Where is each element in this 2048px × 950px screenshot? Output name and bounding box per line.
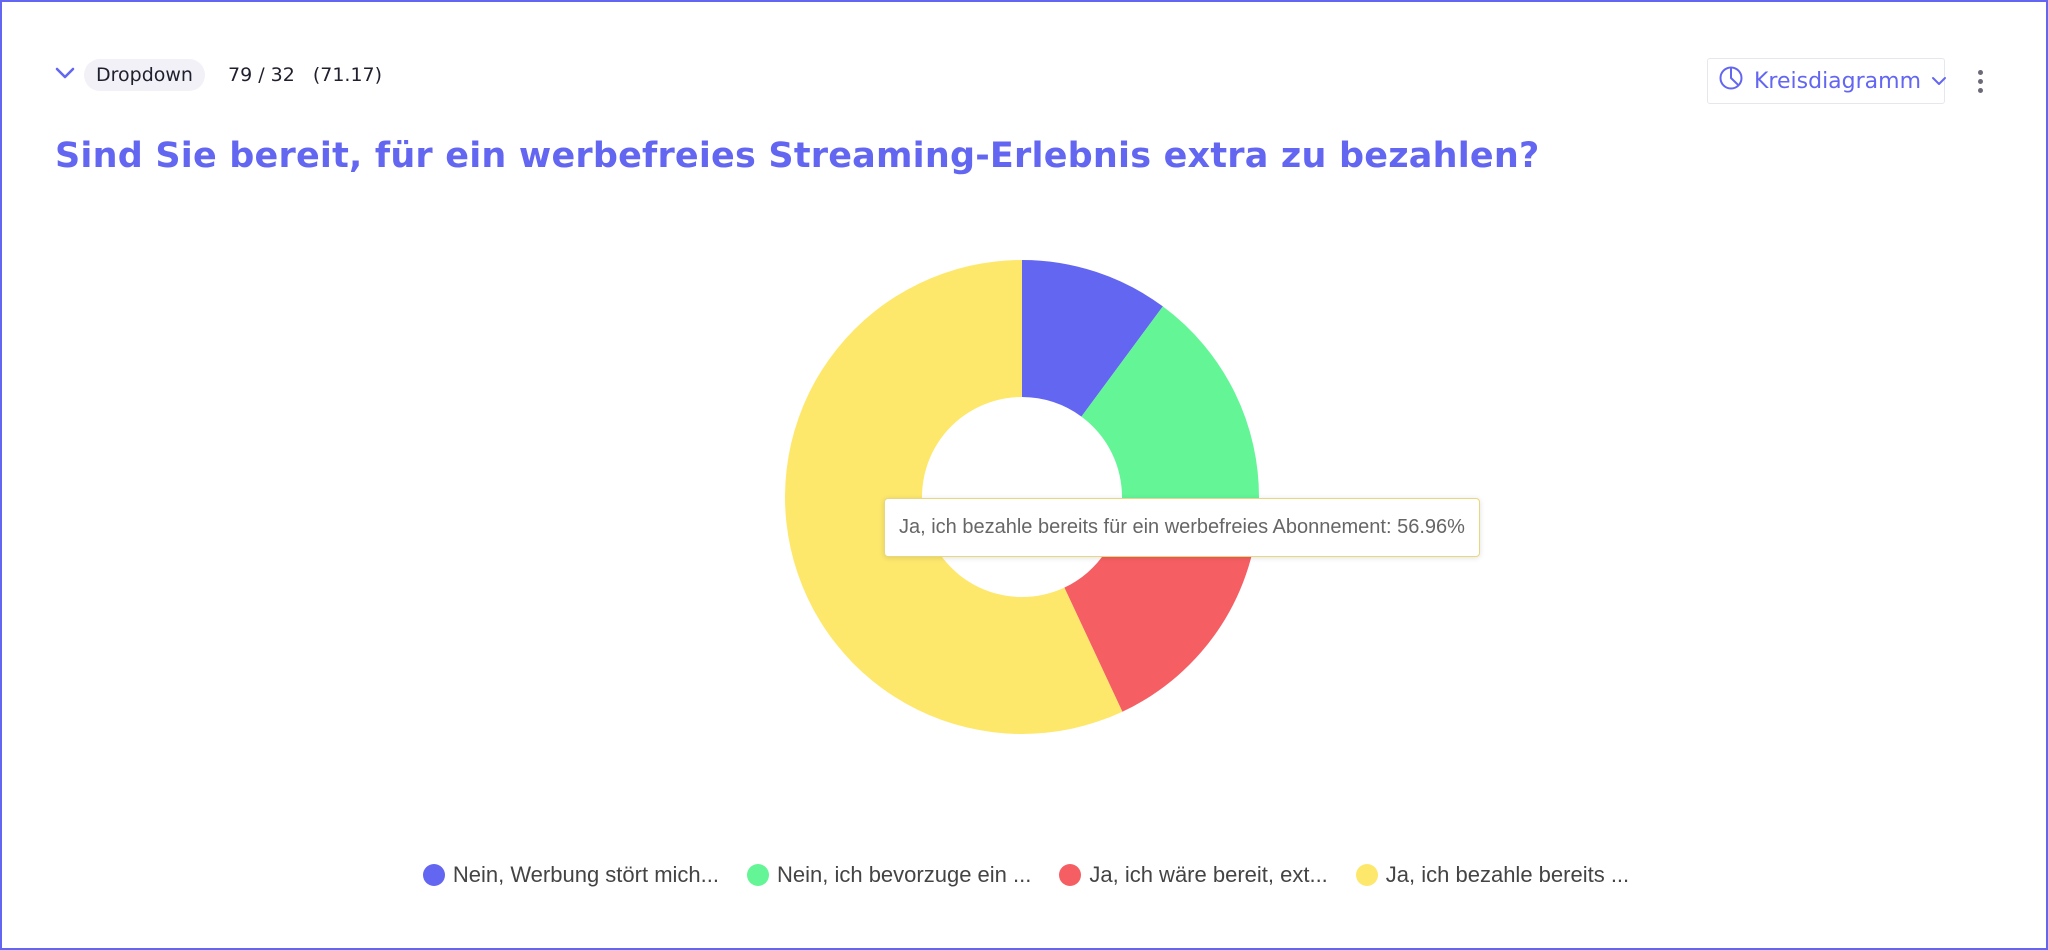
question-type-badge: Dropdown bbox=[84, 59, 205, 91]
legend-swatch bbox=[1355, 864, 1378, 886]
legend-item-3[interactable]: Ja, ich wäre bereit, ext... bbox=[1059, 862, 1328, 888]
chart-legend: Nein, Werbung stört mich... Nein, ich bev… bbox=[2, 862, 2048, 888]
chart-type-dropdown[interactable]: Kreisdiagramm bbox=[1707, 58, 1947, 104]
average-value: (71.17) bbox=[312, 64, 383, 86]
question-title: Sind Sie bereit, für ein werbefreies Str… bbox=[55, 136, 1540, 176]
chevron-down-icon bbox=[1931, 76, 1947, 86]
pie-slice-2[interactable] bbox=[1081, 306, 1259, 502]
response-counts: 79 / 32 (71.17) bbox=[228, 59, 382, 91]
pie-slice-1[interactable] bbox=[1022, 260, 1163, 417]
legend-label: Ja, ich wäre bereit, ext... bbox=[1089, 862, 1328, 887]
collapse-chevron-icon[interactable] bbox=[52, 60, 78, 86]
legend-item-2[interactable]: Nein, ich bevorzuge ein ... bbox=[746, 862, 1032, 888]
legend-item-1[interactable]: Nein, Werbung stört mich... bbox=[422, 862, 719, 888]
legend-label: Nein, Werbung stört mich... bbox=[452, 862, 719, 887]
legend-label: Nein, ich bevorzuge ein ... bbox=[776, 862, 1032, 887]
legend-item-4[interactable]: Ja, ich bezahle bereits ... bbox=[1355, 862, 1630, 888]
pie-slice-4[interactable] bbox=[784, 260, 1123, 734]
more-options-icon[interactable] bbox=[1966, 64, 1994, 98]
response-count: 79 / 32 bbox=[228, 64, 295, 86]
legend-swatch bbox=[1059, 864, 1082, 886]
pie-chart-icon bbox=[1718, 65, 1744, 97]
legend-swatch bbox=[746, 864, 769, 886]
legend-label: Ja, ich bezahle bereits ... bbox=[1385, 862, 1630, 887]
legend-swatch bbox=[422, 864, 445, 886]
chart-tooltip: Ja, ich bezahle bereits für ein werbefre… bbox=[884, 498, 1480, 557]
chart-type-label: Kreisdiagramm bbox=[1754, 68, 1922, 94]
